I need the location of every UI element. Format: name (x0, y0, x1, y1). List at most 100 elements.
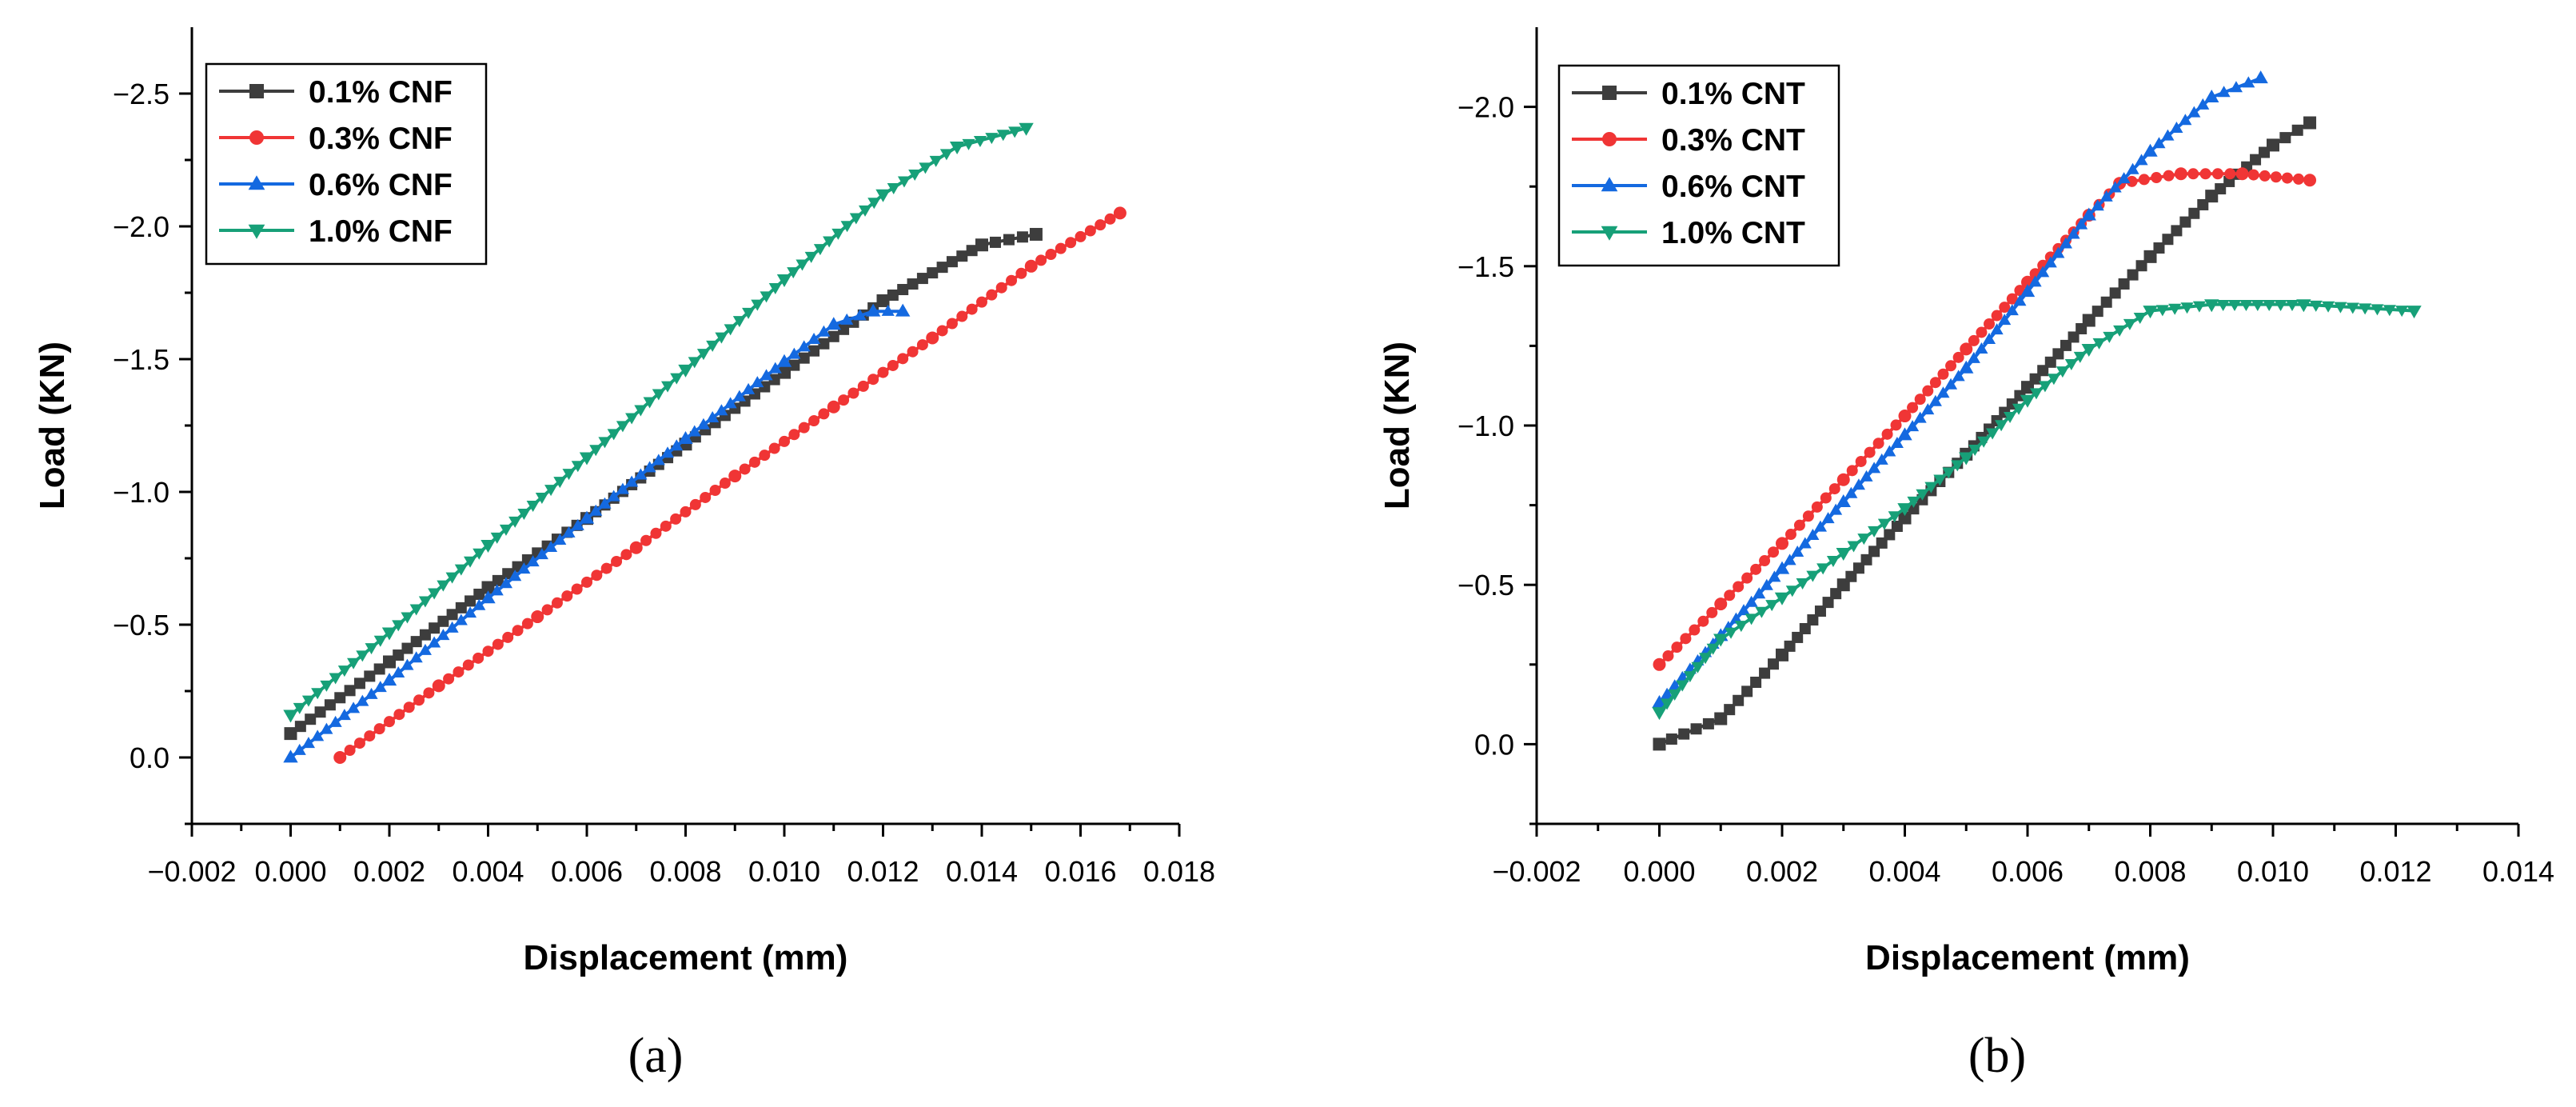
data-point (876, 294, 890, 307)
data-marker (517, 562, 531, 574)
data-marker (305, 713, 317, 725)
data-marker (419, 629, 431, 641)
data-marker (1768, 570, 1781, 582)
legend-item: 1.0% CNT (1572, 216, 1805, 250)
data-marker (401, 642, 413, 654)
data-marker (887, 183, 900, 195)
data-marker (1745, 595, 1758, 607)
data-marker (1816, 563, 1830, 575)
data-point (481, 540, 496, 553)
data-point (1959, 452, 1974, 466)
data-marker (2192, 301, 2206, 313)
data-marker (2091, 199, 2104, 211)
data-marker (562, 526, 576, 538)
data-marker (1952, 351, 1964, 363)
data-marker (1003, 234, 1015, 246)
data-marker (1872, 438, 1884, 450)
data-marker (936, 325, 948, 337)
data-marker (2052, 246, 2065, 258)
data-marker (2171, 225, 2183, 237)
data-marker (1665, 733, 1677, 745)
data-marker (2161, 129, 2175, 141)
data-point (1714, 597, 1728, 611)
data-marker (996, 130, 1010, 142)
data-marker (919, 162, 932, 174)
data-marker (1755, 606, 1769, 618)
legend-item: 1.0% CNF (219, 214, 453, 249)
data-marker (748, 456, 760, 468)
data-marker (1951, 460, 1964, 472)
data-marker (1942, 467, 1956, 479)
data-marker (2109, 287, 2121, 299)
data-marker (857, 380, 869, 392)
data-marker (625, 475, 639, 487)
data-marker (640, 534, 652, 546)
data-marker (1999, 302, 2011, 314)
data-marker (827, 330, 839, 342)
data-marker (502, 568, 514, 580)
data-marker (490, 532, 504, 544)
data-marker (353, 677, 365, 689)
data-marker (751, 376, 764, 388)
data-marker (1906, 420, 1920, 432)
data-marker (779, 435, 790, 447)
data-marker (2064, 358, 2078, 370)
data-marker (634, 405, 648, 417)
data-marker (418, 643, 432, 655)
data-marker (1015, 267, 1027, 279)
data-marker (2133, 312, 2147, 324)
data-marker (1745, 613, 1758, 625)
data-marker (838, 323, 850, 335)
data-marker (858, 205, 872, 217)
data-point (1714, 712, 1728, 725)
legend-marker (248, 175, 265, 190)
data-point (333, 751, 347, 764)
data-marker (956, 250, 968, 262)
data-marker (916, 273, 928, 285)
data-marker (2108, 181, 2122, 193)
data-marker (571, 461, 584, 473)
data-marker (2118, 278, 2130, 290)
data-marker (2029, 388, 2044, 400)
data-marker (1802, 510, 1814, 522)
data-marker (2006, 293, 2018, 305)
data-marker (462, 659, 474, 671)
data-marker (1826, 556, 1840, 568)
data-marker (2168, 303, 2182, 315)
data-marker (429, 622, 441, 634)
data-point (926, 331, 939, 345)
data-marker (768, 283, 782, 295)
data-marker (1750, 676, 1762, 688)
data-marker (373, 635, 387, 647)
y-tick-label: −2.0 (1457, 91, 1514, 124)
data-marker (1799, 622, 1811, 634)
data-marker (535, 548, 548, 560)
data-marker (2371, 304, 2384, 316)
data-marker (946, 318, 958, 330)
data-marker (392, 665, 405, 677)
legend-item: 0.6% CNF (219, 168, 453, 202)
data-marker (1944, 378, 1958, 390)
data-marker (788, 359, 800, 371)
data-marker (1829, 503, 1843, 515)
data-marker (607, 429, 620, 441)
data-marker (887, 359, 899, 371)
data-point (826, 317, 841, 330)
data-marker (2270, 171, 2282, 183)
data-marker (611, 555, 623, 567)
series-1-0-cnt (1652, 299, 2422, 721)
data-marker (2199, 168, 2211, 180)
data-marker (620, 549, 632, 561)
x-axis-title: Displacement (mm) (1865, 938, 2190, 977)
data-marker (353, 737, 365, 749)
data-point (1713, 633, 1729, 647)
data-marker (788, 347, 801, 359)
data-point (579, 510, 595, 524)
data-marker (1734, 621, 1748, 633)
data-marker (2013, 294, 2027, 306)
data-marker (797, 340, 811, 352)
data-marker (986, 289, 998, 301)
data-marker (329, 673, 342, 685)
data-marker (768, 442, 780, 454)
